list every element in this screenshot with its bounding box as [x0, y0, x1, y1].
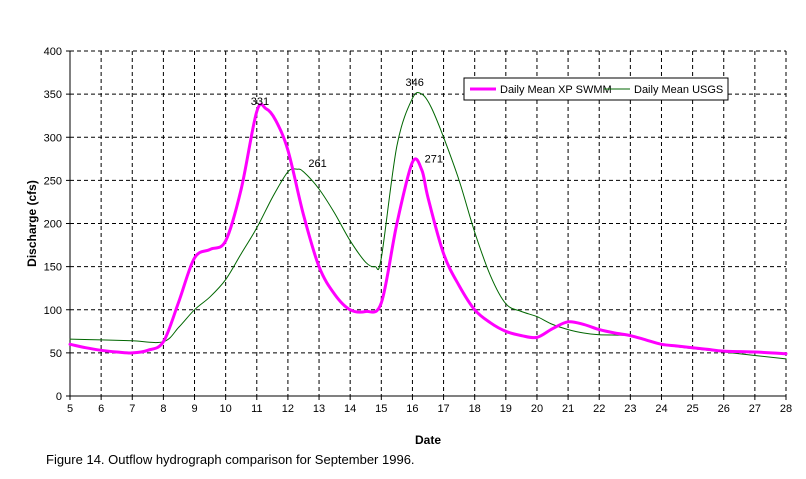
series-line-usgs — [69, 92, 787, 360]
y-tick-label: 200 — [44, 219, 62, 231]
chart-legend: Daily Mean XP SWMM Daily Mean USGS — [463, 77, 729, 101]
series-line-xp-swmm — [68, 102, 788, 356]
x-axis-title: Date — [415, 433, 441, 447]
peak-label: 346 — [405, 77, 423, 89]
y-tick-label: 150 — [44, 262, 62, 274]
x-tick-label: 9 — [191, 403, 197, 415]
peak-label: 331 — [251, 96, 269, 108]
x-tick-label: 27 — [749, 403, 761, 415]
x-tick-label: 13 — [313, 403, 325, 415]
legend-label-xp-swmm: Daily Mean XP SWMM — [500, 84, 612, 96]
x-tick-label: 11 — [251, 403, 262, 415]
x-tick-label: 21 — [562, 403, 574, 415]
x-tick-label: 22 — [593, 403, 605, 415]
chart-series — [68, 92, 788, 360]
x-tick-label: 20 — [531, 403, 543, 415]
y-tick-label: 250 — [44, 175, 62, 187]
legend-label-usgs: Daily Mean USGS — [634, 84, 723, 96]
chart-grid — [70, 50, 786, 396]
x-tick-label: 28 — [780, 403, 792, 415]
y-axis-title: Discharge (cfs) — [25, 180, 39, 267]
x-tick-label: 24 — [655, 403, 667, 415]
x-tick-label: 6 — [98, 403, 104, 415]
peak-label: 261 — [308, 158, 326, 170]
y-tick-label: 50 — [50, 348, 62, 360]
chart-axes: 5 6 7 8 9 10 11 12 13 14 15 16 17 18 19 20 21 22 23 24 25 26 2… — [44, 46, 792, 415]
y-tick-label: 400 — [44, 46, 62, 58]
x-tick-label: 5 — [67, 403, 73, 415]
x-tick-label: 19 — [500, 403, 512, 415]
x-tick-label: 15 — [375, 403, 387, 415]
peak-label: 271 — [425, 153, 443, 165]
x-tick-label: 7 — [129, 403, 135, 415]
x-tick-label: 16 — [406, 403, 418, 415]
x-tick-label: 25 — [686, 403, 698, 415]
y-tick-label: 350 — [44, 89, 62, 101]
y-tick-label: 0 — [56, 391, 62, 403]
chart-annotations: 331 261 346 271 — [251, 77, 443, 170]
x-tick-label: 26 — [718, 403, 730, 415]
x-tick-label: 18 — [469, 403, 481, 415]
y-tick-label: 100 — [44, 305, 62, 317]
legend-box — [463, 77, 729, 101]
x-tick-label: 23 — [624, 403, 636, 415]
x-tick-label: 17 — [437, 403, 449, 415]
x-tick-label: 8 — [160, 403, 166, 415]
y-tick-label: 300 — [44, 132, 62, 144]
x-tick-label: 10 — [220, 403, 232, 415]
x-tick-label: 14 — [344, 403, 356, 415]
figure-caption: Figure 14. Outflow hydrograph comparison… — [46, 452, 415, 467]
x-tick-label: 12 — [282, 403, 294, 415]
